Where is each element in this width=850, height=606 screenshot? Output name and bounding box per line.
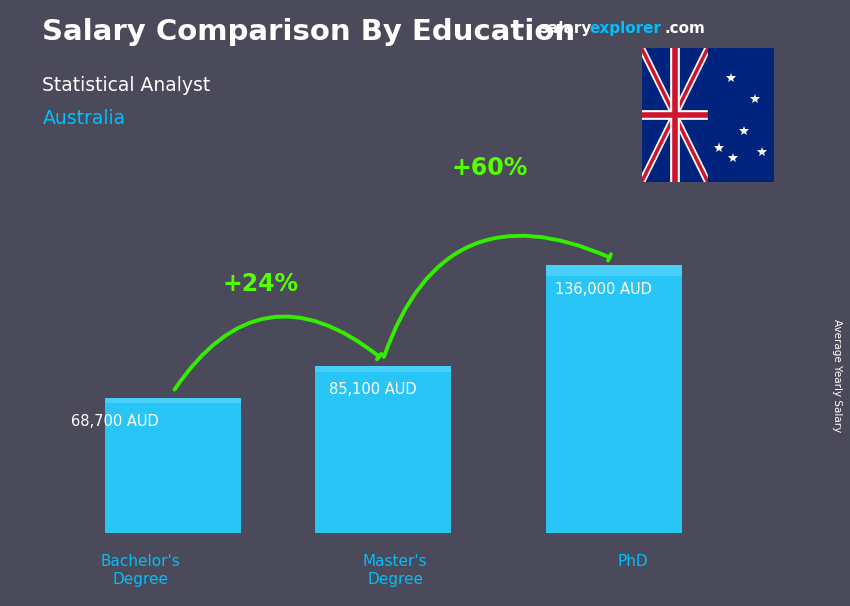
Text: PhD: PhD	[618, 554, 649, 570]
Bar	[314, 365, 451, 372]
Bar	[707, 48, 774, 182]
Bar	[105, 398, 241, 533]
Text: .com: .com	[665, 21, 706, 36]
Text: Salary Comparison By Education: Salary Comparison By Education	[42, 18, 575, 46]
Text: +24%: +24%	[223, 272, 299, 296]
Bar	[546, 265, 683, 276]
Bar	[546, 265, 683, 533]
Text: Australia: Australia	[42, 109, 126, 128]
Text: 136,000 AUD: 136,000 AUD	[555, 282, 652, 297]
Text: Average Yearly Salary: Average Yearly Salary	[832, 319, 842, 432]
Text: 68,700 AUD: 68,700 AUD	[71, 415, 159, 430]
Text: +60%: +60%	[452, 156, 528, 181]
Text: Statistical Analyst: Statistical Analyst	[42, 76, 211, 95]
Text: salary: salary	[540, 21, 592, 36]
Bar	[105, 398, 241, 404]
Text: 85,100 AUD: 85,100 AUD	[329, 382, 416, 397]
Bar	[314, 365, 451, 533]
Text: Bachelor's
Degree: Bachelor's Degree	[100, 554, 180, 587]
Text: explorer: explorer	[589, 21, 661, 36]
Text: Master's
Degree: Master's Degree	[363, 554, 428, 587]
